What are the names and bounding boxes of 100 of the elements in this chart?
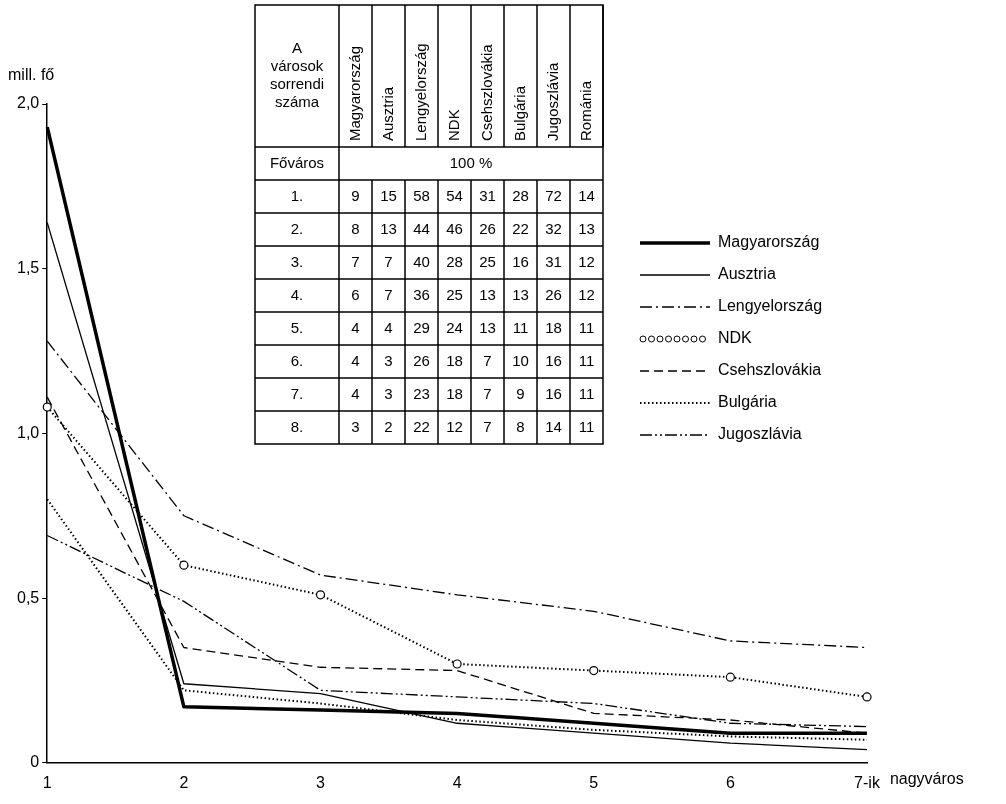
data-label: 54	[446, 186, 463, 204]
y-tick-label: 2.	[290, 219, 304, 237]
data-label: 28	[446, 252, 463, 270]
data-label: 72	[545, 186, 562, 204]
y-axis-title: mill. fő	[8, 66, 55, 84]
data-label: 13	[512, 285, 529, 303]
point	[42, 402, 52, 412]
data-label: 15	[380, 186, 397, 204]
data-label: 7	[483, 351, 492, 369]
data-label: 3	[351, 417, 360, 435]
data-label: 36	[413, 285, 430, 303]
point	[452, 659, 462, 669]
data-label: 18	[545, 318, 562, 336]
legend-label: Jugoszlávia	[718, 425, 802, 443]
legend-label: Bulgária	[718, 393, 777, 411]
data-label: 4	[351, 351, 360, 369]
data-label: 29	[413, 318, 430, 336]
data-label: 58	[413, 186, 430, 204]
data-label: 28	[512, 186, 529, 204]
point	[589, 665, 599, 676]
data-label: 13	[479, 318, 496, 336]
data-label: 11	[512, 318, 529, 336]
data-label: 16	[545, 384, 562, 402]
data-label: 3	[384, 384, 393, 402]
data-label: 10	[512, 351, 529, 369]
x-tick-label: 2	[179, 773, 189, 791]
legend-label: Ausztria	[718, 265, 776, 283]
y-tick-label: 0,5	[16, 588, 40, 606]
x-tick-label: Lengyelország	[411, 43, 429, 141]
data-label: 26	[413, 351, 430, 369]
legend-label: NDK	[718, 329, 753, 347]
data-label: 13	[578, 219, 595, 237]
data-label: 7	[384, 285, 393, 303]
data-label: 24	[446, 318, 463, 336]
data-label: 22	[512, 219, 529, 237]
x-tick-label: Ausztria	[378, 86, 396, 141]
x-tick-label: 7-ik	[854, 773, 881, 791]
x-tick-label: 6	[725, 773, 735, 791]
data-label: 46	[446, 219, 463, 237]
data-label: 26	[479, 219, 496, 237]
data-label: 12	[446, 417, 463, 435]
data-label: 14	[578, 186, 595, 204]
data-label: 11	[578, 417, 595, 435]
y-tick-label: 1,0	[16, 423, 40, 441]
x-tick-label: 3	[316, 773, 326, 791]
y-tick-label: 3.	[290, 252, 304, 270]
y-axis-title: A városok sorrendi száma	[269, 39, 325, 111]
data-label: 23	[413, 384, 430, 402]
y-tick-label: 5.	[290, 318, 304, 336]
data-label: 7	[483, 384, 492, 402]
point	[315, 590, 326, 600]
data-label: 31	[479, 186, 496, 204]
y-tick-label: Főváros	[269, 153, 325, 171]
y-tick-label: 0	[30, 753, 40, 771]
y-tick-label: 6.	[290, 351, 304, 369]
data-label: 14	[545, 417, 562, 435]
data-label: 4	[351, 318, 360, 336]
x-tick-label: 1	[42, 773, 52, 791]
data-label: 16	[545, 351, 562, 369]
data-label: 4	[384, 318, 393, 336]
data-label: 9	[516, 384, 525, 402]
data-label: 3	[384, 351, 393, 369]
data-label: 44	[413, 219, 430, 237]
y-tick-label: 2,0	[16, 94, 40, 112]
y-tick-label: 1,5	[16, 259, 40, 277]
x-tick-label: Bulgária	[510, 85, 528, 141]
point	[179, 560, 189, 570]
data-label: 25	[446, 285, 463, 303]
data-label: 18	[446, 384, 463, 402]
y-tick-label: 4.	[290, 285, 304, 303]
data-label: 8	[516, 417, 525, 435]
data-label: 26	[545, 285, 562, 303]
data-label: 11	[578, 384, 595, 402]
legend-label: Csehszlovákia	[718, 361, 822, 379]
data-label: 7	[384, 252, 393, 270]
data-label: 7	[483, 417, 492, 435]
data-label: 31	[545, 252, 562, 270]
data-label: 22	[413, 417, 430, 435]
data-label: 8	[351, 219, 360, 237]
data-label: 11	[578, 318, 595, 336]
x-tick-label: Magyarország	[345, 45, 363, 141]
data-label: 12	[578, 252, 595, 270]
data-label: 40	[413, 252, 430, 270]
data-label: 7	[351, 252, 360, 270]
data-label: 2	[384, 417, 393, 435]
x-axis-title: nagyváros	[889, 770, 964, 788]
data-label: 18	[446, 351, 463, 369]
y-tick-label: 7.	[290, 384, 304, 402]
x-tick-label: Csehszlovákia	[477, 43, 495, 141]
data-label: 13	[479, 285, 496, 303]
annotation: 100 %	[449, 153, 493, 171]
x-tick-label: Jugoszlávia	[543, 61, 561, 141]
data-label: 12	[578, 285, 595, 303]
data-label: 16	[512, 252, 529, 270]
data-label: 11	[578, 351, 595, 369]
x-tick-label: 5	[589, 773, 599, 791]
data-label: 6	[351, 285, 360, 303]
y-tick-label: 1.	[290, 186, 304, 204]
data-label: 32	[545, 219, 562, 237]
point	[725, 672, 735, 682]
